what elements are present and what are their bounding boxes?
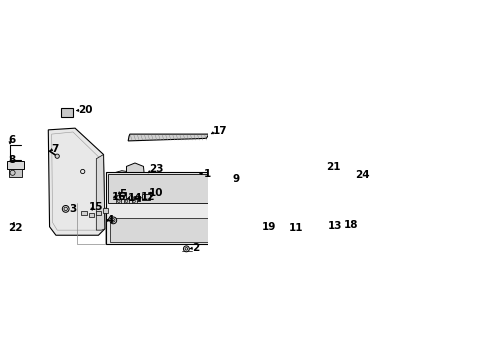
Text: 1: 1 [203, 168, 211, 179]
Polygon shape [110, 202, 262, 217]
Text: 5: 5 [119, 189, 126, 199]
Polygon shape [128, 134, 208, 141]
Polygon shape [96, 154, 104, 230]
Polygon shape [336, 178, 366, 227]
Circle shape [62, 206, 69, 212]
Bar [107, 174, 262, 203]
Circle shape [129, 196, 133, 200]
Text: 10: 10 [148, 188, 163, 198]
Circle shape [222, 177, 229, 184]
Text: 16: 16 [112, 193, 126, 202]
Text: 8: 8 [8, 154, 16, 165]
Polygon shape [48, 128, 104, 235]
Bar [116, 199, 121, 203]
Text: 11: 11 [288, 223, 303, 233]
Polygon shape [112, 204, 261, 216]
Bar [61, 108, 73, 117]
Polygon shape [106, 208, 113, 244]
Text: 12: 12 [141, 193, 155, 202]
Polygon shape [319, 225, 375, 244]
Circle shape [183, 246, 189, 252]
Text: 19: 19 [261, 222, 275, 232]
Bar [88, 213, 94, 217]
Bar [131, 199, 136, 203]
Bar [7, 161, 23, 169]
Bar [120, 192, 125, 199]
Bar [321, 179, 328, 184]
Text: 9: 9 [232, 174, 239, 184]
Bar [9, 169, 22, 177]
Bar [142, 194, 150, 200]
Text: 18: 18 [344, 220, 358, 230]
Text: 22: 22 [8, 222, 23, 233]
Text: 4: 4 [107, 215, 114, 225]
Bar [134, 196, 140, 201]
Text: 15: 15 [89, 202, 103, 212]
Text: 21: 21 [325, 162, 340, 172]
Circle shape [55, 154, 59, 158]
Bar [123, 199, 129, 203]
Polygon shape [109, 175, 262, 201]
Bar [103, 208, 108, 213]
Text: 2: 2 [191, 243, 199, 253]
Text: 20: 20 [78, 105, 93, 115]
Bar [81, 211, 86, 215]
Polygon shape [126, 163, 145, 197]
Circle shape [283, 226, 288, 231]
Circle shape [253, 224, 259, 230]
Text: 3: 3 [69, 204, 77, 214]
Polygon shape [109, 171, 136, 186]
Bar [216, 218, 261, 242]
Circle shape [110, 217, 117, 224]
Bar [106, 172, 264, 244]
Text: 6: 6 [8, 135, 16, 145]
Text: 24: 24 [355, 170, 369, 180]
Text: 14: 14 [127, 193, 142, 203]
Text: 13: 13 [327, 221, 342, 231]
Bar [110, 218, 212, 242]
Bar [96, 211, 101, 215]
Text: 17: 17 [213, 126, 227, 136]
Circle shape [117, 195, 122, 201]
Text: 7: 7 [51, 144, 58, 154]
Polygon shape [284, 171, 324, 183]
Text: 23: 23 [149, 165, 163, 174]
